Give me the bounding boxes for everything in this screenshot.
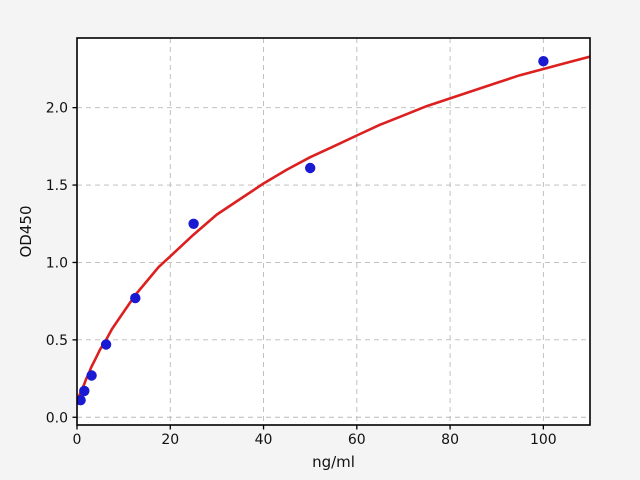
x-tick-label: 0 bbox=[73, 432, 82, 448]
x-tick-label: 20 bbox=[161, 432, 179, 448]
data-point bbox=[130, 292, 141, 304]
data-point bbox=[77, 395, 86, 406]
x-tick-label: 80 bbox=[441, 432, 459, 448]
data-point bbox=[79, 385, 90, 397]
x-tick-label: 40 bbox=[255, 432, 273, 448]
y-axis-label: OD450 bbox=[17, 206, 35, 258]
y-tick-label: 0.0 bbox=[46, 410, 68, 426]
data-point bbox=[100, 339, 112, 350]
axes-spines bbox=[76, 37, 591, 426]
plot-area bbox=[77, 38, 590, 425]
y-tick-label: 1.5 bbox=[46, 178, 68, 194]
x-tick-label: 60 bbox=[348, 432, 366, 448]
x-axis-label: ng/ml bbox=[312, 453, 355, 471]
y-tick-label: 0.5 bbox=[46, 333, 68, 349]
y-tick-label: 1.0 bbox=[46, 255, 68, 271]
data-point bbox=[305, 162, 316, 174]
data-point bbox=[188, 218, 199, 229]
x-tick-label: 100 bbox=[530, 432, 557, 448]
data-point bbox=[86, 370, 97, 381]
data-point bbox=[538, 56, 549, 67]
y-tick-label: 2.0 bbox=[46, 101, 68, 117]
